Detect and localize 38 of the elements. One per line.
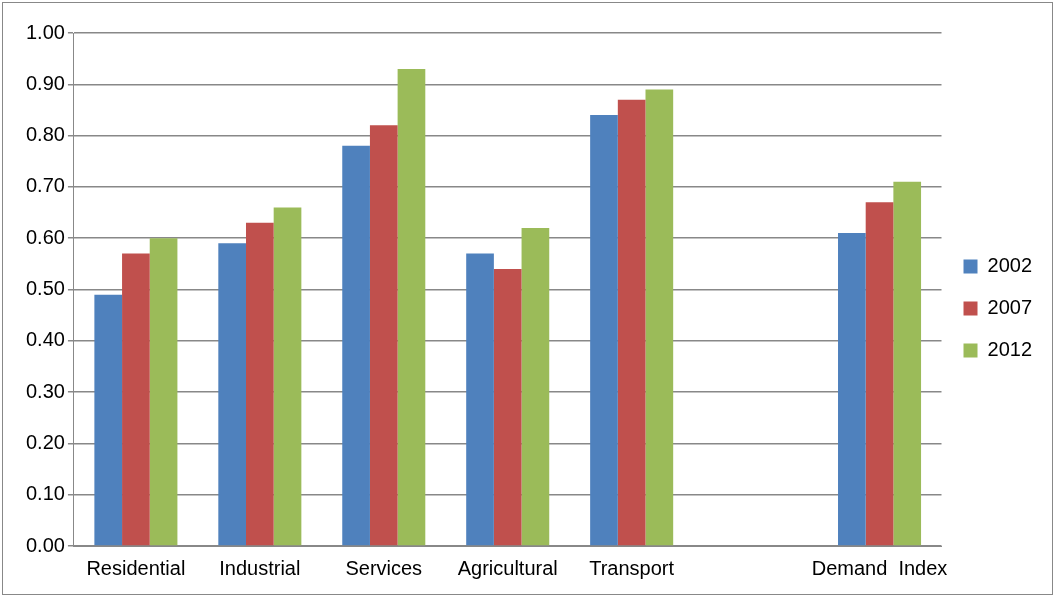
y-tick-label: 0.00 <box>25 533 65 556</box>
bar <box>369 125 398 546</box>
bar <box>246 222 274 546</box>
x-tick-label: Residential <box>86 556 186 579</box>
y-tick-label: 1.00 <box>25 20 65 43</box>
y-tick-label: 0.40 <box>25 328 65 351</box>
y-tick-label: 0.90 <box>25 71 65 94</box>
x-tick-label: Demand Index <box>811 556 948 579</box>
bar <box>218 243 246 546</box>
y-tick-label: 0.30 <box>25 379 65 402</box>
bar <box>645 89 674 546</box>
bar <box>617 99 646 546</box>
y-tick-label: 0.10 <box>25 482 65 505</box>
legend-label: 2007 <box>987 296 1033 319</box>
legend-label: 2012 <box>987 338 1033 361</box>
bar <box>273 207 302 546</box>
x-tick-label: Transport <box>589 556 675 579</box>
x-tick-label: Industrial <box>219 556 301 579</box>
bar <box>397 68 426 546</box>
bar <box>149 238 178 546</box>
x-tick-label: Agricultural <box>457 556 558 579</box>
bar <box>342 145 370 546</box>
bar <box>893 181 922 546</box>
bar <box>466 253 494 546</box>
bar <box>94 294 123 546</box>
bar <box>493 268 522 546</box>
legend-label: 2002 <box>987 254 1033 277</box>
bar <box>521 227 550 546</box>
bar <box>122 253 150 546</box>
y-tick-label: 0.80 <box>25 123 65 146</box>
y-tick-label: 0.20 <box>25 430 65 453</box>
y-tick-label: 0.70 <box>25 174 65 197</box>
y-tick-label: 0.60 <box>25 225 65 248</box>
y-tick-label: 0.50 <box>25 277 65 300</box>
bar <box>590 115 618 546</box>
bar <box>838 233 866 546</box>
x-tick-label: Services <box>345 556 423 579</box>
bar <box>865 202 894 546</box>
